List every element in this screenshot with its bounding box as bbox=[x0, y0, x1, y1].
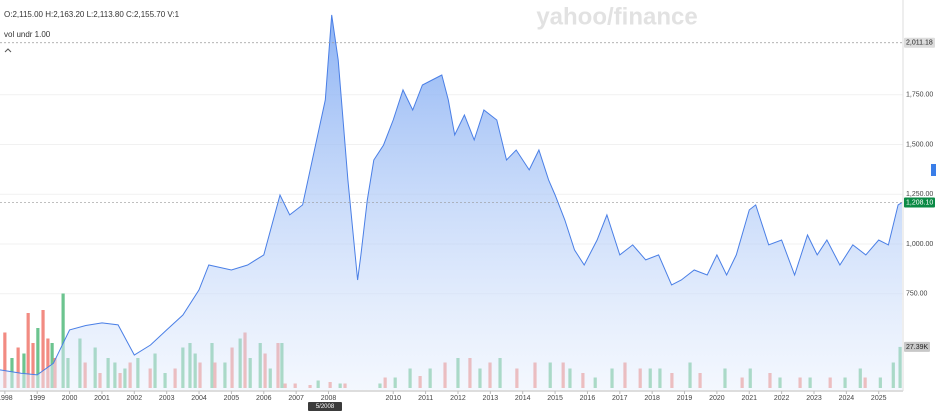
x-tick-label: 2024 bbox=[839, 395, 855, 402]
x-tick-label: 2021 bbox=[741, 395, 757, 402]
x-tick-label: 1999 bbox=[29, 395, 45, 402]
volume-marker-label: 27.39K bbox=[906, 344, 929, 351]
volume-bar bbox=[22, 353, 26, 388]
price-marker-box bbox=[904, 37, 935, 48]
x-tick-label: 2025 bbox=[871, 395, 887, 402]
collapse-icon[interactable] bbox=[4, 48, 12, 53]
volume-indicator: vol undr 1.00 bbox=[4, 30, 51, 39]
x-tick-label: 2005 bbox=[224, 395, 240, 402]
x-tick-label: 2018 bbox=[644, 395, 660, 402]
volume-bar bbox=[61, 293, 65, 388]
crosshair-label: 5/2008 bbox=[316, 404, 335, 410]
x-tick-label: 2012 bbox=[450, 395, 466, 402]
x-tick-label: 2020 bbox=[709, 395, 725, 402]
x-tick-label: 2014 bbox=[515, 395, 531, 402]
x-tick-label: 2003 bbox=[159, 395, 175, 402]
x-tick-label: 2019 bbox=[677, 395, 693, 402]
y-tick-label: 1,250.00 bbox=[906, 191, 933, 198]
volume-bar bbox=[16, 347, 20, 388]
x-tick-label: 2023 bbox=[806, 395, 822, 402]
side-tab[interactable] bbox=[931, 164, 936, 176]
x-tick-label: 1998 bbox=[0, 395, 13, 402]
x-tick-label: 2000 bbox=[62, 395, 78, 402]
y-tick-label: 750.00 bbox=[906, 291, 928, 298]
y-tick-label: 1,750.00 bbox=[906, 92, 933, 99]
volume-bar bbox=[31, 343, 35, 388]
x-tick-label: 2011 bbox=[418, 395, 433, 402]
volume-bar bbox=[41, 310, 45, 388]
volume-bar bbox=[36, 328, 40, 388]
price-marker-label: 2,011.18 bbox=[906, 40, 933, 47]
volume-bar bbox=[46, 338, 50, 388]
x-tick-label: 2001 bbox=[94, 395, 110, 402]
x-tick-label: 2006 bbox=[256, 395, 272, 402]
x-tick-label: 2013 bbox=[483, 395, 499, 402]
x-tick-label: 2017 bbox=[612, 395, 628, 402]
x-tick-label: 2016 bbox=[580, 395, 596, 402]
x-tick-label: 2008 bbox=[321, 395, 337, 402]
x-tick-label: 2010 bbox=[385, 395, 401, 402]
price-marker-label: 1,208.10 bbox=[906, 199, 933, 206]
price-line bbox=[0, 14, 903, 376]
x-tick-label: 2002 bbox=[127, 395, 143, 402]
price-area bbox=[0, 14, 902, 391]
x-tick-label: 2007 bbox=[288, 395, 304, 402]
volume-marker-box bbox=[904, 341, 930, 352]
y-tick-label: 1,000.00 bbox=[906, 241, 933, 248]
crosshair-box bbox=[308, 402, 342, 411]
ohlc-header: O:2,115.00 H:2,163.20 L:2,113.80 C:2,155… bbox=[4, 10, 180, 19]
volume-bar bbox=[3, 332, 7, 388]
x-tick-label: 2004 bbox=[191, 395, 207, 402]
y-tick-label: 1,500.00 bbox=[906, 141, 933, 148]
x-tick-label: 2015 bbox=[547, 395, 563, 402]
price-marker-box bbox=[904, 197, 935, 208]
volume-bar bbox=[26, 313, 30, 388]
x-tick-label: 2022 bbox=[774, 395, 790, 402]
watermark: yahoo/finance bbox=[536, 3, 697, 30]
